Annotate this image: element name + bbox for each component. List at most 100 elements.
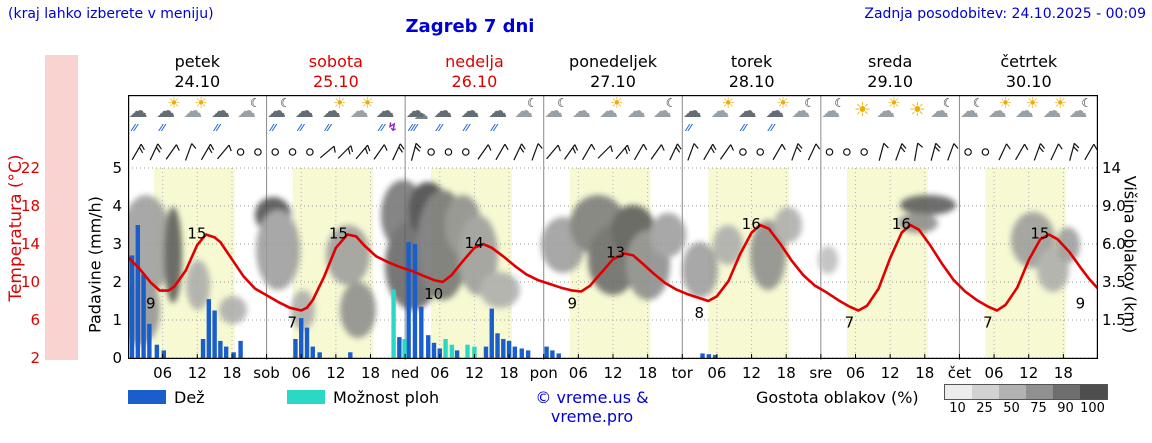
sun-icon: ☀: [360, 94, 375, 112]
cloud-icon: ☁: [987, 100, 1007, 122]
x-tick-label: 06: [430, 364, 450, 382]
temperature-value-label: 9: [146, 295, 156, 313]
precip-tick: 1: [112, 311, 122, 329]
day-date: 24.10: [174, 72, 221, 91]
cloud-icon: ☁: [876, 100, 896, 122]
temperature-value-label: 16: [892, 215, 911, 233]
day-name: torek: [730, 52, 773, 71]
density-cell: [1080, 385, 1107, 399]
shower-bar: [402, 339, 407, 358]
temperature-value-label: 14: [465, 234, 484, 252]
cloud-icon: ☁: [571, 100, 591, 122]
drops-icon: ⁄⁄: [160, 123, 166, 134]
day-header: četrtek 30.10: [959, 52, 1098, 92]
cloud-icon: ☁: [710, 100, 730, 122]
density-tick-label: 10: [949, 401, 966, 416]
copyright-link[interactable]: © vreme.us & vreme.pro: [535, 388, 649, 426]
wind-barb-icon: [703, 143, 717, 161]
moon-icon: ☾: [527, 96, 538, 110]
shower-bar: [443, 339, 448, 358]
precip-tick: 4: [112, 197, 122, 215]
page-title: Zagreb 7 dni: [405, 16, 535, 37]
density-cell: [972, 385, 999, 399]
weather-icon-rain: ☁ ⁄⁄: [432, 97, 462, 141]
wind-barb-icon: [1050, 143, 1063, 161]
drops-icon: ⁄⁄: [132, 123, 138, 134]
drops-icon: ⁄⁄: [298, 123, 305, 134]
day-name: sreda: [867, 52, 913, 71]
cloud-height-tick: 1.5: [1102, 311, 1126, 329]
temperature-value-label: 9: [567, 295, 577, 313]
rain-bar: [218, 340, 223, 358]
day-date: 26.10: [451, 72, 498, 91]
wind-barb-icon: [791, 143, 803, 161]
temperature-value-label: 7: [287, 314, 297, 332]
wind-barb-icon: [687, 143, 699, 161]
wind-calm-icon: [825, 148, 834, 156]
wind-barb-icon: [878, 142, 889, 161]
wind-barb-icon: [807, 143, 821, 161]
day-header: sreda 29.10: [821, 52, 960, 92]
drops-icon: ⁄⁄: [769, 123, 775, 134]
rain-bar: [506, 340, 512, 358]
x-tick-label: 12: [603, 364, 623, 382]
wind-barb-icon: [373, 144, 388, 160]
wind-barb-icon: [1084, 143, 1098, 161]
density-tick-label: 75: [1030, 401, 1047, 416]
weather-icon-rain-sun: ☀ ☁ ⁄⁄: [155, 96, 185, 141]
cloud-icon: ☁: [460, 100, 480, 122]
cloud-icon: ☁: [959, 100, 979, 122]
x-tick-label: 18: [499, 364, 519, 382]
weather-icon-cloud: ☁: [626, 97, 656, 141]
wind-barb-icon: [564, 144, 579, 160]
weather-icon-moon-cloud: ☾ ☁: [1067, 97, 1097, 141]
bolt-icon: ↯: [387, 120, 398, 134]
wind-calm-icon: [461, 148, 470, 156]
rain-bar: [397, 337, 402, 358]
weather-icon-sun-cloud: ☀ ☁: [709, 94, 739, 141]
wind-barb-icon: [669, 143, 682, 161]
weather-icon-storm: ☁ ↯ ⁄⁄: [375, 97, 405, 141]
cloud-icon: ☁: [211, 100, 230, 122]
rain-bar: [426, 335, 431, 358]
temp-tick: 6: [30, 311, 40, 329]
sun-icon: ☀: [854, 99, 872, 121]
precip-tick: 5: [112, 159, 122, 177]
drops-icon: ⁄⁄: [464, 123, 470, 134]
wind-barb-icon: [319, 145, 336, 159]
temperature-value-label: 15: [187, 225, 206, 243]
wind-barb-icon: [495, 143, 509, 161]
cloud-icon: ☁: [405, 100, 425, 122]
day-name: ponedeljek: [569, 52, 657, 71]
wind-calm-icon: [271, 148, 280, 156]
cloud-icon: ☁: [765, 100, 785, 122]
x-tick-label: 12: [464, 364, 484, 382]
day-date: 30.10: [1005, 72, 1052, 91]
cloud-icon: ☁: [349, 100, 369, 122]
day-header: nedelja 26.10: [405, 52, 544, 92]
weather-icon-heavy-rain: ☁ ☁ ⁄⁄⁄: [405, 97, 435, 141]
moon-icon: ☾: [972, 96, 984, 110]
wind-barb-icon: [337, 145, 354, 159]
rain-bar: [141, 274, 146, 358]
temperature-axis-strip: [45, 55, 78, 360]
temp-tick: 2: [30, 349, 40, 367]
density-tick-label: 50: [1003, 401, 1020, 416]
weather-icon-cloud: ☁: [571, 97, 601, 141]
wind-calm-icon: [756, 148, 765, 156]
cloud-icon: ☁: [294, 100, 314, 122]
wind-barb-icon: [719, 144, 735, 160]
wind-calm-icon: [981, 148, 990, 156]
drops-icon: ⁄⁄: [686, 123, 693, 134]
showers-legend-swatch: [287, 390, 325, 404]
temperature-value-label: 7: [845, 314, 855, 332]
cloud-icon: ☁: [128, 100, 148, 122]
density-tick-label: 25: [976, 401, 993, 416]
moon-icon: ☾: [280, 96, 291, 110]
weather-icon-sun-cloud: ☀ ☁: [875, 96, 905, 141]
sun-icon: ☀: [721, 94, 735, 112]
rain-bar: [544, 346, 549, 358]
x-tick-label: 06: [153, 364, 173, 382]
wind-barb-icon: [165, 144, 180, 160]
